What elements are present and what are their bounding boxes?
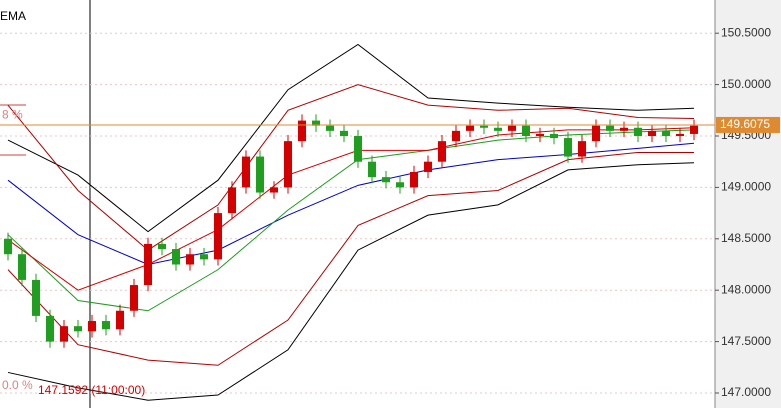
candle-body	[130, 285, 138, 311]
candle-body	[186, 254, 194, 265]
candle-body	[214, 213, 222, 260]
y-tick-label: 147.5000	[721, 334, 771, 348]
plot-bg	[0, 0, 715, 408]
candle-body	[620, 127, 628, 131]
candle-body	[494, 127, 502, 131]
candle-body	[676, 133, 684, 136]
y-tick-label: 148.0000	[721, 282, 771, 296]
candle-body	[466, 125, 474, 131]
candle-body	[284, 141, 292, 188]
candle-body	[634, 127, 642, 136]
candle-body	[480, 125, 488, 128]
candle-body	[550, 133, 558, 139]
candle-body	[410, 171, 418, 188]
y-tick-label: 150.5000	[721, 25, 771, 39]
candle-body	[354, 136, 362, 162]
candle-body	[438, 141, 446, 162]
candle-body	[60, 326, 68, 342]
fib-label: 0.0 %	[2, 378, 33, 392]
candle-body	[312, 120, 320, 126]
candle-body	[74, 326, 82, 332]
candle-body	[578, 141, 586, 157]
low-note: 147.1592 (11:00:00)	[38, 383, 145, 397]
candle-body	[4, 238, 12, 255]
candle-body	[88, 321, 96, 332]
candle-body	[256, 156, 264, 193]
candle-body	[382, 177, 390, 183]
candle-body	[158, 243, 166, 250]
indicator-line	[7, 162, 695, 401]
candle-body	[396, 182, 404, 188]
candle-body	[172, 249, 180, 265]
candle-body	[368, 161, 376, 178]
candle-body	[592, 125, 600, 142]
fib-label: 8 %	[2, 108, 23, 122]
candle-body	[46, 315, 54, 342]
candle-body	[242, 156, 250, 188]
price-box	[716, 116, 780, 133]
candle-body	[32, 279, 40, 316]
candle-body	[18, 254, 26, 280]
candle-body	[326, 125, 334, 131]
y-tick-label: 148.5000	[721, 231, 771, 245]
candle-body	[508, 125, 516, 131]
candle-body	[536, 133, 544, 136]
indicator-line	[7, 151, 694, 366]
candle-body	[606, 125, 614, 131]
candle-body	[424, 161, 432, 172]
candle-body	[662, 130, 670, 136]
indicator-line	[7, 142, 695, 266]
candle-body	[270, 187, 278, 193]
candle-body	[144, 243, 152, 286]
indicator-line	[7, 84, 695, 251]
candle-body	[200, 254, 208, 260]
candle-body	[522, 125, 530, 136]
candle-body	[116, 310, 124, 330]
indicator-line	[7, 43, 695, 233]
candle-body	[648, 130, 656, 136]
y-tick-label: 147.0000	[721, 385, 771, 399]
y-tick-label: 149.0000	[721, 180, 771, 194]
indicator-label: EMA	[0, 9, 26, 23]
price-label: 149.6075	[720, 117, 770, 131]
y-tick-label: 150.0000	[721, 77, 771, 91]
candle-body	[228, 187, 236, 214]
candle-body	[452, 130, 460, 142]
candle-body	[102, 321, 110, 330]
candle-body	[340, 130, 348, 136]
candle-body	[564, 138, 572, 157]
axis-bg	[715, 0, 781, 408]
candle-body	[298, 120, 306, 142]
candle-body	[690, 125, 698, 134]
